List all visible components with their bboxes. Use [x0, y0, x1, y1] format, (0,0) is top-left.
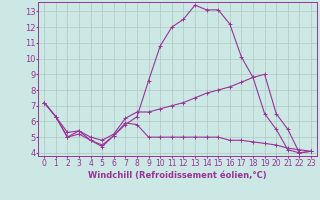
X-axis label: Windchill (Refroidissement éolien,°C): Windchill (Refroidissement éolien,°C): [88, 171, 267, 180]
